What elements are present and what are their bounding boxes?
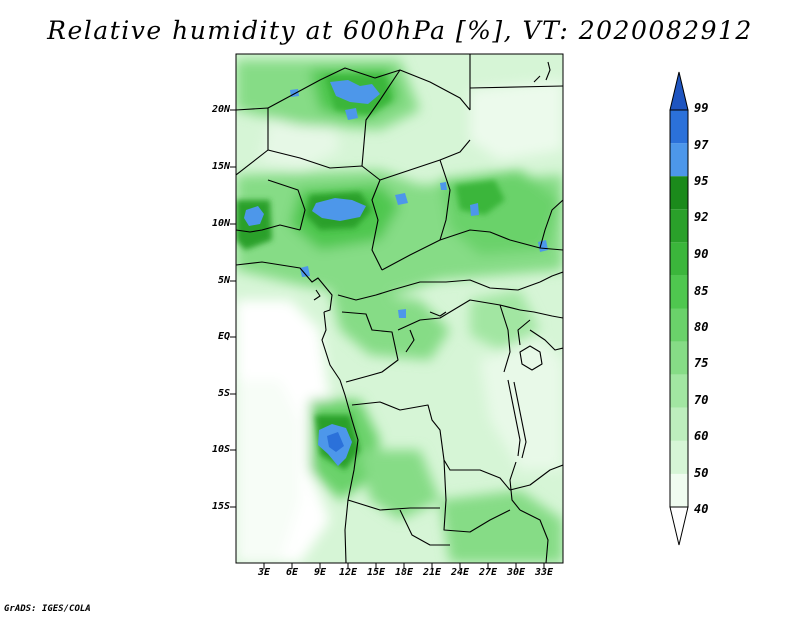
saturated-areas [244, 80, 548, 466]
lon-label-12e: 12E [338, 567, 358, 578]
colorbar-outline [669, 109, 689, 508]
colorbar-label-50: 50 [694, 466, 709, 480]
colorbar-segment [670, 473, 688, 507]
colorbar-label-75: 75 [694, 356, 709, 370]
colorbar-segment [670, 275, 688, 309]
colorbar-segment [670, 176, 688, 210]
lon-label-33e: 33E [534, 567, 554, 578]
lon-label-3e: 3E [257, 567, 271, 578]
lat-label-eq: EQ [217, 331, 230, 342]
colorbar-label-80: 80 [694, 320, 709, 334]
lon-label-21e: 21E [422, 567, 442, 578]
colorbar-bottom-triangle [669, 506, 689, 546]
lat-label-15s: 15S [211, 501, 230, 512]
colorbar-segment [670, 110, 688, 144]
lat-label-10s: 10S [211, 444, 230, 455]
colorbar-label-99: 99 [694, 101, 709, 115]
colorbar-label-90: 90 [694, 247, 709, 261]
lon-label-15e: 15E [366, 567, 386, 578]
colorbar-label-40: 40 [694, 502, 709, 516]
grads-credit: GrADS: IGES/COLA [4, 604, 91, 614]
colorbar-segment [670, 407, 688, 441]
lon-label-9e: 9E [313, 567, 327, 578]
lon-label-30e: 30E [506, 567, 526, 578]
political-boundaries [236, 54, 563, 563]
colorbar-label-70: 70 [694, 393, 709, 407]
colorbar-top-triangle [669, 71, 689, 111]
colorbar-segment [670, 209, 688, 243]
colorbar-label-60: 60 [694, 429, 709, 443]
colorbar-segment [670, 341, 688, 375]
colorbar-segment [670, 440, 688, 474]
colorbar-segment [670, 374, 688, 408]
colorbar [669, 71, 689, 546]
colorbar-segment [670, 308, 688, 342]
lat-label-5n: 5N [217, 275, 230, 286]
lat-label-5s: 5S [217, 388, 230, 399]
lon-label-24e: 24E [450, 567, 470, 578]
colorbar-label-95: 95 [694, 174, 709, 188]
lon-label-18e: 18E [394, 567, 414, 578]
lon-label-27e: 27E [478, 567, 498, 578]
lon-label-6e: 6E [285, 567, 299, 578]
colorbar-segment [670, 242, 688, 276]
axis-ticks [230, 109, 545, 569]
colorbar-segment [670, 143, 688, 177]
lat-label-15n: 15N [211, 161, 230, 172]
map-frame [235, 53, 564, 564]
lat-label-10n: 10N [211, 218, 230, 229]
humidity-field [236, 54, 563, 563]
colorbar-label-97: 97 [694, 138, 709, 152]
colorbar-label-92: 92 [694, 210, 709, 224]
colorbar-label-85: 85 [694, 284, 709, 298]
lat-label-20n: 20N [211, 104, 230, 115]
map-title: Relative humidity at 600hPa [%], VT: 202… [47, 16, 753, 45]
